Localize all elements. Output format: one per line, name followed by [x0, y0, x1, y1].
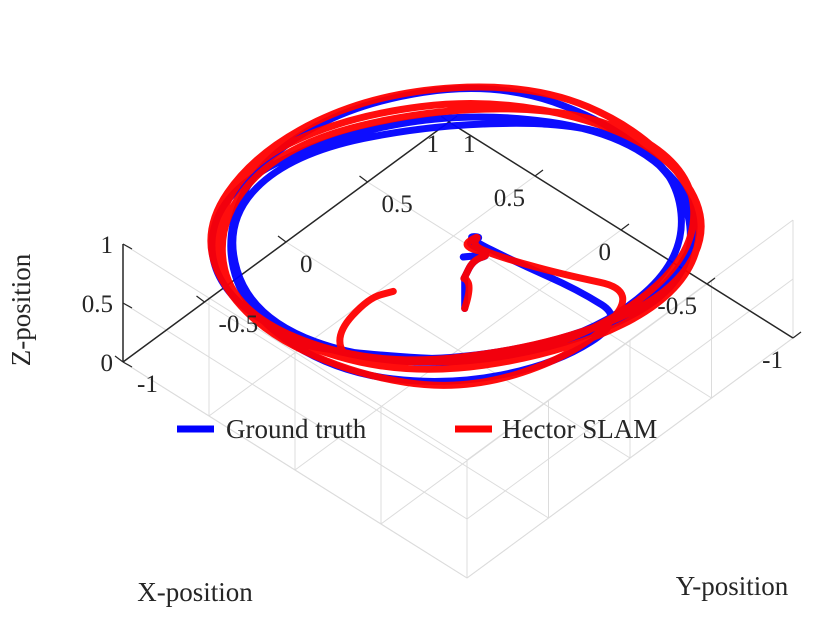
- side-wall-grid-line: [122, 361, 468, 579]
- y-tick-label: -1: [137, 371, 158, 398]
- x-tick-label: -0.5: [657, 293, 697, 320]
- z-tick-label: 1: [101, 232, 114, 259]
- x-tick-mark: [620, 223, 630, 231]
- y-tick-mark: [114, 355, 124, 363]
- legend: Ground truth Hector SLAM: [177, 414, 657, 444]
- y-tick-label: 0.5: [382, 191, 413, 218]
- x-tick-mark: [792, 331, 802, 339]
- y-axis-label: Y-position: [676, 571, 789, 601]
- series-group: [207, 83, 705, 389]
- floor-grid-line: [285, 241, 631, 459]
- z-axis-label: Z-position: [6, 253, 36, 366]
- y-tick-mark: [196, 295, 205, 303]
- z-tick-mark: [122, 243, 133, 250]
- x-tick-mark: [534, 169, 544, 177]
- floor-grid-line: [367, 181, 712, 399]
- side-wall-grid-line: [122, 243, 468, 461]
- back-wall-grid-line: [466, 278, 794, 520]
- x-axis-label: X-position: [137, 577, 253, 607]
- x-tick-label: 1: [427, 131, 440, 158]
- x-tick-mark: [706, 277, 716, 285]
- y-tick-mark: [359, 175, 368, 183]
- z-tick-mark: [122, 302, 133, 309]
- side-wall-grid-line: [122, 302, 468, 520]
- back-wall-grid-line: [466, 219, 794, 461]
- x-tick-label: 0: [599, 239, 612, 266]
- z-tick-label: 0: [101, 350, 114, 377]
- x-tick-label: -1: [762, 347, 783, 374]
- y-tick-label: 1: [463, 131, 476, 158]
- floor-grid-line: [204, 301, 549, 519]
- x-tick-label: 0.5: [494, 185, 525, 212]
- z-tick-label: 0.5: [82, 291, 113, 318]
- y-tick-label: 0: [300, 251, 313, 278]
- legend-label-ground-truth: Ground truth: [226, 414, 367, 444]
- back-wall-grid-line: [466, 337, 794, 579]
- y-tick-label: -0.5: [219, 311, 259, 338]
- y-tick-mark: [277, 235, 287, 243]
- z-tick-mark: [122, 361, 133, 368]
- tick-labels: -1 -0.5 0 0.5 1 -1 -0.5 0 0.5 1 0 0.5 1: [82, 131, 783, 398]
- series-line-hector-slam: [207, 83, 705, 389]
- legend-label-hector-slam: Hector SLAM: [502, 414, 657, 444]
